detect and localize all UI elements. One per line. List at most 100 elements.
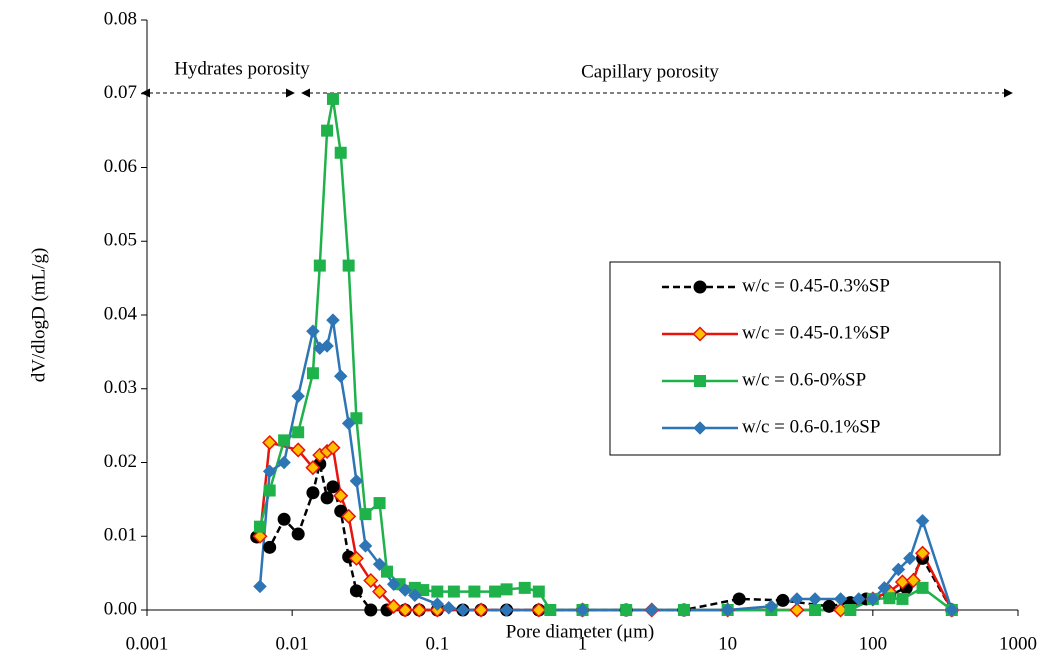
data-point (292, 426, 305, 439)
data-point (916, 581, 929, 594)
data-point (407, 588, 422, 603)
data-point (808, 592, 822, 606)
y-tick-label: 0.08 (104, 8, 137, 29)
data-point (441, 600, 456, 615)
y-tick-label: 0.03 (104, 377, 137, 398)
data-point (456, 603, 470, 617)
data-point (417, 584, 430, 597)
data-point (372, 584, 388, 600)
data-point (764, 599, 779, 614)
data-point (349, 584, 363, 598)
y-tick-label: 0.05 (104, 230, 137, 251)
annotation: Capillary porosity (581, 61, 719, 82)
data-point (262, 435, 278, 451)
data-point (915, 513, 930, 528)
data-point (518, 581, 531, 594)
data-point (532, 585, 545, 598)
data-point (253, 520, 266, 533)
data-point (473, 602, 489, 618)
data-point (883, 592, 896, 605)
legend-box (609, 261, 1001, 456)
data-point (350, 412, 363, 425)
y-tick-label: 0.02 (104, 451, 137, 472)
data-point (320, 491, 334, 505)
x-axis-title: Pore diameter (μm) (506, 621, 654, 642)
data-point (291, 527, 305, 541)
x-tick-label: 100 (859, 633, 888, 654)
data-point (903, 551, 917, 566)
data-point (277, 455, 291, 470)
y-tick-label: 0.04 (104, 303, 138, 324)
data-point (720, 603, 735, 617)
data-point (291, 389, 306, 403)
y-tick-label: 0.00 (104, 598, 137, 619)
data-point (326, 313, 340, 328)
data-point (325, 440, 341, 456)
data-point (914, 545, 931, 561)
data-point (891, 562, 906, 577)
data-point (305, 460, 321, 476)
x-tick-label: 0.001 (126, 633, 169, 654)
data-point (789, 602, 805, 618)
data-point (278, 434, 291, 447)
data-point (398, 583, 412, 597)
legend-marker (693, 421, 707, 435)
data-point (499, 603, 514, 617)
data-point (321, 124, 334, 137)
data-point (677, 604, 690, 616)
data-point (358, 538, 373, 553)
x-tick-label: 0.01 (276, 633, 309, 654)
data-point (262, 464, 277, 479)
data-point (380, 565, 393, 578)
y-tick-label: 0.06 (104, 156, 137, 177)
data-point (447, 585, 460, 598)
data-point (644, 603, 659, 617)
data-point (326, 92, 339, 105)
data-point (333, 369, 348, 384)
data-point (833, 592, 848, 606)
data-point (341, 416, 356, 431)
data-point (411, 602, 427, 618)
data-point (790, 592, 804, 606)
data-point (620, 604, 633, 616)
legend-marker (692, 326, 708, 342)
data-point (851, 592, 866, 606)
data-point (732, 592, 746, 606)
data-point (326, 480, 340, 494)
data-point (364, 603, 378, 617)
data-point (809, 604, 822, 616)
y-axis-title: dV/dlogD (mL/g) (28, 248, 49, 383)
data-point (359, 508, 372, 521)
data-point (342, 259, 355, 272)
data-point (290, 442, 306, 458)
data-point (334, 146, 347, 159)
data-point (544, 604, 557, 616)
data-point (468, 585, 481, 598)
data-point (386, 598, 402, 614)
data-point (430, 597, 445, 611)
data-point (531, 602, 547, 618)
data-point (822, 599, 836, 613)
data-point (431, 585, 444, 598)
legend-label: w/c = 0.6-0%SP (742, 369, 866, 390)
y-tick-label: 0.07 (104, 82, 137, 103)
data-point (575, 603, 590, 617)
x-tick-label: 1000 (999, 633, 1037, 654)
data-point (306, 324, 320, 339)
legend-marker (693, 280, 707, 294)
data-point (373, 497, 386, 510)
data-point (372, 557, 387, 572)
data-point (252, 528, 268, 544)
data-point (320, 339, 334, 353)
data-point (277, 512, 291, 526)
data-point (349, 474, 364, 488)
data-point (776, 593, 790, 607)
data-point (397, 602, 413, 618)
data-point (896, 592, 909, 605)
data-point (263, 484, 276, 497)
data-point (363, 572, 379, 589)
data-point (263, 540, 277, 554)
data-point (386, 577, 401, 592)
y-tick-label: 0.01 (104, 525, 137, 546)
